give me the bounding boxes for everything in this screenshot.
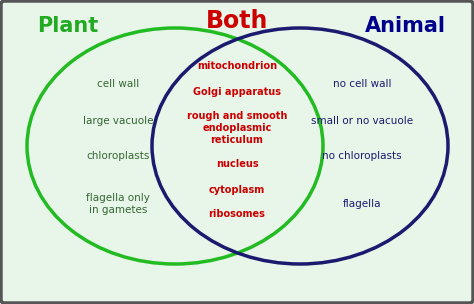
Text: mitochondrion: mitochondrion bbox=[197, 61, 277, 71]
Text: small or no vacuole: small or no vacuole bbox=[311, 116, 413, 126]
Text: flagella: flagella bbox=[343, 199, 381, 209]
Text: nucleus: nucleus bbox=[216, 159, 258, 169]
Text: Plant: Plant bbox=[37, 16, 99, 36]
Text: cell wall: cell wall bbox=[97, 79, 139, 89]
Text: rough and smooth
endoplasmic
reticulum: rough and smooth endoplasmic reticulum bbox=[187, 111, 287, 145]
Text: chloroplasts: chloroplasts bbox=[86, 151, 150, 161]
Text: Golgi apparatus: Golgi apparatus bbox=[193, 87, 281, 97]
Text: flagella only
in gametes: flagella only in gametes bbox=[86, 193, 150, 215]
Text: no cell wall: no cell wall bbox=[333, 79, 391, 89]
Text: no chloroplasts: no chloroplasts bbox=[322, 151, 402, 161]
Text: cytoplasm: cytoplasm bbox=[209, 185, 265, 195]
Text: Animal: Animal bbox=[365, 16, 446, 36]
Text: Both: Both bbox=[206, 9, 268, 33]
Text: large vacuole: large vacuole bbox=[83, 116, 153, 126]
Text: ribosomes: ribosomes bbox=[209, 209, 265, 219]
